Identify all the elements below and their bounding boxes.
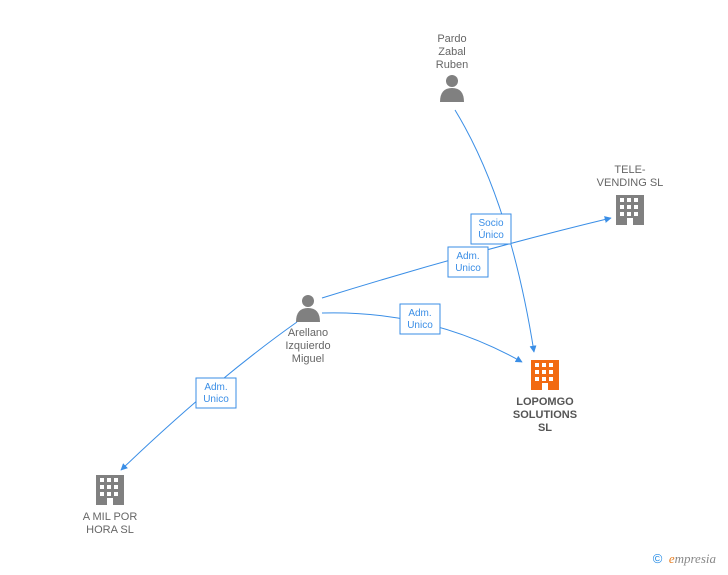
svg-text:Adm.: Adm.: [408, 308, 431, 319]
building-node-televending: TELE-VENDING SL: [597, 164, 664, 225]
node-label: Miguel: [292, 353, 324, 365]
building-node-amilpor: A MIL PORHORA SL: [83, 475, 138, 536]
node-label: TELE-: [614, 164, 646, 176]
edge-label: Adm.Unico: [400, 304, 440, 334]
node-label: VENDING SL: [597, 177, 664, 189]
person-node-pardo: PardoZabalRuben: [436, 33, 468, 102]
brand-rest: mpresia: [675, 551, 716, 566]
svg-text:Adm.: Adm.: [456, 251, 479, 262]
node-label: LOPOMGO: [516, 396, 574, 408]
svg-text:Adm.: Adm.: [204, 382, 227, 393]
svg-text:Unico: Unico: [203, 394, 229, 405]
edge-label: Adm.Unico: [196, 378, 236, 408]
node-label: Zabal: [438, 46, 466, 58]
copyright-symbol: ©: [653, 551, 663, 566]
building-node-lopomgo: LOPOMGOSOLUTIONSSL: [513, 360, 577, 434]
svg-text:Único: Único: [478, 228, 504, 241]
person-node-arellano: ArellanoIzquierdoMiguel: [285, 295, 330, 365]
watermark: © empresia: [653, 551, 716, 567]
node-label: Ruben: [436, 59, 468, 71]
relationship-diagram: PardoZabalRuben ArellanoIzquierdoMiguel TE…: [0, 0, 728, 575]
node-label: Arellano: [288, 327, 328, 339]
edge-label: Adm.Unico: [448, 247, 488, 277]
node-label: HORA SL: [86, 524, 134, 536]
svg-text:Unico: Unico: [407, 320, 433, 331]
node-label: SL: [538, 422, 552, 434]
node-label: A MIL POR: [83, 511, 138, 523]
svg-text:Unico: Unico: [455, 263, 481, 274]
svg-text:Socio: Socio: [478, 218, 503, 229]
node-label: SOLUTIONS: [513, 409, 577, 421]
edge-label: SocioÚnico: [471, 214, 511, 244]
node-label: Izquierdo: [285, 340, 330, 352]
node-label: Pardo: [437, 33, 466, 45]
